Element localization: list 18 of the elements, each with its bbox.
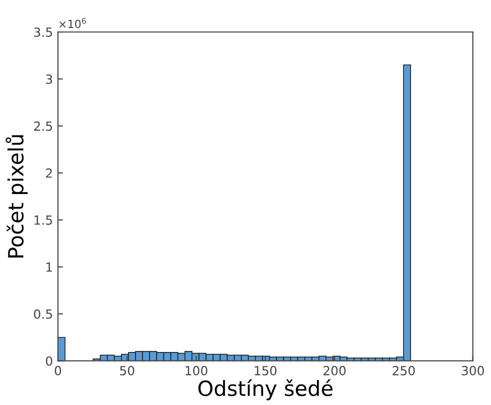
y-tick-label: 2 [46, 168, 52, 178]
x-tick-label: 100 [186, 366, 208, 376]
x-tick-label: 50 [120, 366, 134, 376]
y-tick-label: 0 [46, 356, 52, 366]
y-tick-label: 1 [46, 262, 52, 272]
x-tick-label: 0 [54, 366, 62, 376]
x-tick-label: 300 [462, 366, 484, 376]
x-tick-label: 150 [254, 366, 276, 376]
y-tick-label: 3.5 [34, 27, 52, 37]
text: ×10$^{6}$ [59, 18, 86, 28]
y-tick-label: 3 [46, 74, 52, 84]
y-axis-title: Počet pixelů [6, 135, 28, 258]
x-axis-title: Odstíny šedé [198, 379, 332, 400]
x-tick-label: 250 [392, 366, 415, 376]
x-tick-label: 200 [324, 366, 346, 376]
y-tick-label: 1.5 [34, 216, 52, 225]
y-tick-label: 2.5 [34, 121, 52, 131]
y-tick-label: 0.5 [34, 309, 52, 319]
